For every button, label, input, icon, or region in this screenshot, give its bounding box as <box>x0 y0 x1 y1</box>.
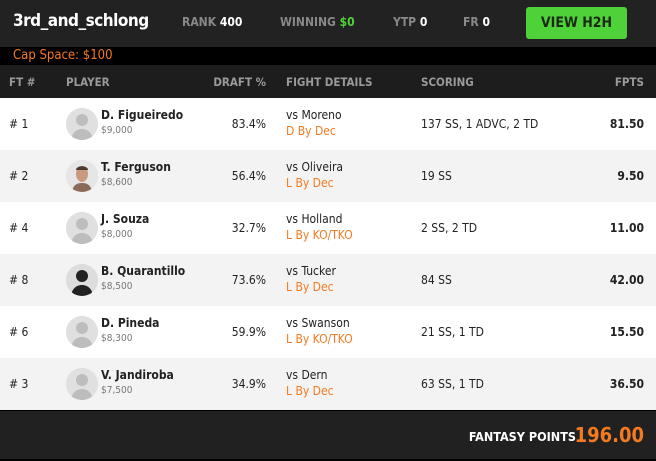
player-salary: $8,300 <box>101 333 133 344</box>
table-row[interactable]: # 3 V. Jandiroba $7,500 34.9% vs Dern L … <box>0 358 656 410</box>
player-name[interactable]: T. Ferguson <box>101 160 171 174</box>
team-header: 3rd_and_schlong RANK 400 WINNING $0 YTP … <box>0 0 656 47</box>
player-salary: $8,600 <box>101 177 133 188</box>
scoring: 63 SS, 1 TD <box>421 377 484 391</box>
opponent: vs Dern <box>286 368 328 382</box>
table-row[interactable]: # 6 D. Pineda $8,300 59.9% vs Swanson L … <box>0 306 656 358</box>
fr-stat: FR 0 <box>463 15 490 29</box>
view-h2h-button[interactable]: VIEW H2H <box>526 7 627 39</box>
fight-result: L By KO/TKO <box>286 228 353 242</box>
opponent: vs Oliveira <box>286 160 344 174</box>
fight-number: # 8 <box>9 273 29 287</box>
fight-result: L By Dec <box>286 384 334 398</box>
player-salary: $8,000 <box>101 229 133 240</box>
col-player: PLAYER <box>66 75 110 89</box>
draft-percent: 32.7% <box>231 221 266 235</box>
winning-stat: WINNING $0 <box>280 15 355 29</box>
player-name[interactable]: V. Jandiroba <box>101 368 174 382</box>
team-name: 3rd_and_schlong <box>13 11 149 31</box>
fight-number: # 4 <box>9 221 29 235</box>
player-avatar <box>66 108 98 140</box>
player-avatar <box>66 316 98 348</box>
fpts: 9.50 <box>617 169 644 183</box>
player-name[interactable]: B. Quarantillo <box>101 264 186 278</box>
player-salary: $9,000 <box>101 125 133 136</box>
player-avatar <box>66 160 98 192</box>
fpts: 36.50 <box>609 377 644 391</box>
table-row[interactable]: # 4 J. Souza $8,000 32.7% vs Holland L B… <box>0 202 656 254</box>
fpts: 15.50 <box>609 325 644 339</box>
player-salary: $8,500 <box>101 281 133 292</box>
fight-number: # 3 <box>9 377 29 391</box>
footer: FANTASY POINTS 196.00 <box>0 411 656 459</box>
col-fpts: FPTS <box>614 75 644 89</box>
player-avatar <box>66 368 98 400</box>
draft-percent: 34.9% <box>231 377 266 391</box>
opponent: vs Tucker <box>286 264 336 278</box>
draft-percent: 83.4% <box>231 117 266 131</box>
rank-stat: RANK 400 <box>182 15 243 29</box>
player-name[interactable]: D. Pineda <box>101 316 160 330</box>
player-name[interactable]: J. Souza <box>101 212 150 226</box>
fight-number: # 1 <box>9 117 29 131</box>
col-ft: FT # <box>9 75 36 89</box>
fpts: 81.50 <box>609 117 644 131</box>
fight-result: L By Dec <box>286 280 334 294</box>
table-header: FT # PLAYER DRAFT % FIGHT DETAILS SCORIN… <box>0 65 656 98</box>
scoring: 2 SS, 2 TD <box>421 221 478 235</box>
scoring: 21 SS, 1 TD <box>421 325 484 339</box>
fight-number: # 6 <box>9 325 29 339</box>
draft-percent: 56.4% <box>231 169 266 183</box>
draft-percent: 73.6% <box>231 273 266 287</box>
fpts: 11.00 <box>609 221 644 235</box>
table-row[interactable]: # 8 B. Quarantillo $8,500 73.6% vs Tucke… <box>0 254 656 306</box>
player-name[interactable]: D. Figueiredo <box>101 108 184 122</box>
player-table: # 1 D. Figueiredo $9,000 83.4% vs Moreno… <box>0 98 656 410</box>
opponent: vs Swanson <box>286 316 350 330</box>
col-fight: FIGHT DETAILS <box>286 75 373 89</box>
fight-result: D By Dec <box>286 124 336 138</box>
table-row[interactable]: # 2 T. Ferguson $8,600 56.4% vs Oliveira… <box>0 150 656 202</box>
fight-result: L By Dec <box>286 176 334 190</box>
table-row[interactable]: # 1 D. Figueiredo $9,000 83.4% vs Moreno… <box>0 98 656 150</box>
scoring: 137 SS, 1 ADVC, 2 TD <box>421 117 539 131</box>
player-avatar <box>66 264 98 296</box>
fantasy-points-label: FANTASY POINTS <box>468 429 576 444</box>
col-draft: DRAFT % <box>213 75 266 89</box>
scoring: 19 SS <box>421 169 452 183</box>
fight-result: L By KO/TKO <box>286 332 353 346</box>
col-scoring: SCORING <box>421 75 474 89</box>
ytp-stat: YTP 0 <box>393 15 428 29</box>
cap-space: Cap Space: $100 <box>0 47 656 65</box>
opponent: vs Holland <box>286 212 343 226</box>
opponent: vs Moreno <box>286 108 342 122</box>
fantasy-points-value: 196.00 <box>574 423 644 447</box>
scoring: 84 SS <box>421 273 452 287</box>
player-salary: $7,500 <box>101 385 133 396</box>
player-avatar <box>66 212 98 244</box>
draft-percent: 59.9% <box>231 325 266 339</box>
fpts: 42.00 <box>609 273 644 287</box>
fight-number: # 2 <box>9 169 29 183</box>
